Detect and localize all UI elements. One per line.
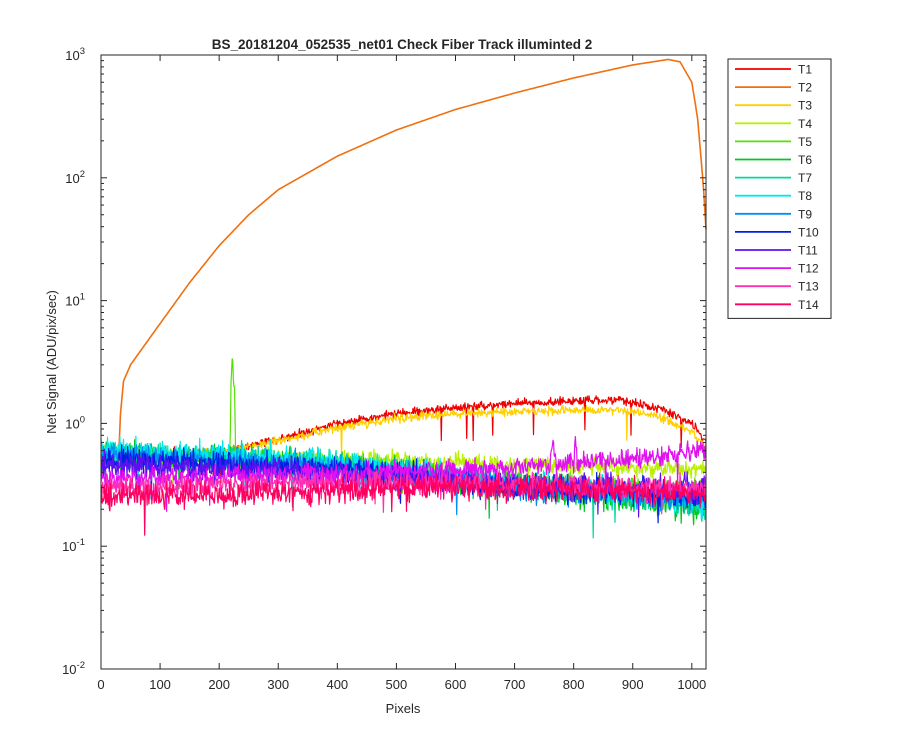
x-tick-label: 900	[622, 677, 644, 692]
legend-label-t14: T14	[798, 298, 819, 312]
x-tick-label: 400	[326, 677, 348, 692]
series-layer	[100, 58, 707, 539]
legend-label-t10: T10	[798, 225, 819, 239]
x-tick-label: 500	[386, 677, 408, 692]
legend-label-t4: T4	[798, 117, 812, 131]
legend-label-t9: T9	[798, 207, 812, 221]
legend-label-t1: T1	[798, 63, 812, 77]
legend-label-t11: T11	[798, 244, 818, 258]
legend-label-t13: T13	[798, 280, 819, 294]
series-line-t2	[117, 58, 707, 456]
chart-title: BS_20181204_052535_net01 Check Fiber Tra…	[212, 37, 592, 52]
legend-label-t8: T8	[798, 189, 812, 203]
legend-box	[727, 58, 832, 319]
legend-label-t6: T6	[798, 153, 812, 167]
legend[interactable]: T1 T2 T3 T4 T5 T6 T7 T8 T9 T10 T11 T12 T13 T14	[727, 58, 832, 319]
axes-box	[100, 54, 707, 670]
legend-label-t12: T12	[798, 262, 819, 276]
plot-area	[101, 55, 706, 669]
x-tick-label: 800	[563, 677, 585, 692]
x-axis-label: Pixels	[386, 701, 421, 716]
x-tick-label: 200	[208, 677, 230, 692]
x-tick-label: 0	[97, 677, 104, 692]
legend-label-t2: T2	[798, 81, 812, 95]
x-tick-label: 1000	[677, 677, 706, 692]
series-line-t14	[100, 472, 707, 536]
x-axis-ticks: 0 100 200 300 400 500 600 700 800 900 1000	[97, 55, 706, 692]
legend-label-t3: T3	[798, 99, 812, 113]
legend-label-t7: T7	[798, 171, 812, 185]
x-tick-label: 100	[149, 677, 171, 692]
series-line-t12	[100, 436, 707, 512]
legend-label-t5: T5	[798, 135, 812, 149]
x-tick-label: 300	[267, 677, 289, 692]
x-tick-label: 700	[504, 677, 526, 692]
y-axis-label: Net Signal (ADU/pix/sec)	[44, 290, 59, 434]
x-tick-label: 600	[445, 677, 467, 692]
